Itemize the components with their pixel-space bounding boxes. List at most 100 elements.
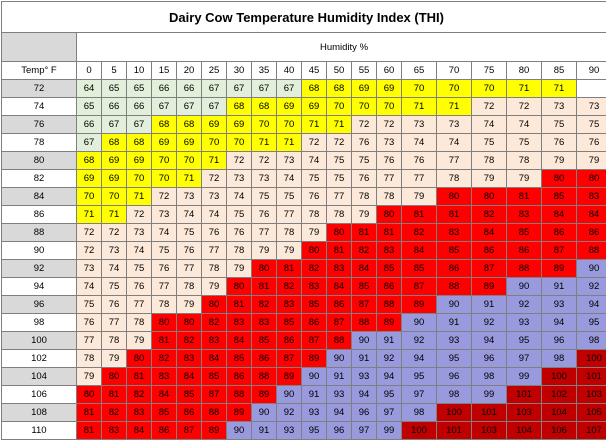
temperature-cell: 82 (2, 170, 77, 188)
thi-value-cell: 69 (152, 134, 177, 152)
temperature-cell: 90 (2, 242, 77, 260)
thi-value-cell: 91 (252, 422, 277, 440)
thi-value-cell: 85 (437, 242, 472, 260)
thi-value-cell: 82 (252, 296, 277, 314)
thi-value-cell: 65 (77, 98, 102, 116)
thi-value-cell: 85 (152, 404, 177, 422)
thi-value-cell: 89 (202, 422, 227, 440)
thi-value-cell: 93 (542, 296, 577, 314)
temp-column-header: Temp° F (2, 62, 77, 80)
thi-value-cell: 72 (252, 152, 277, 170)
thi-value-cell: 79 (227, 260, 252, 278)
thi-value-cell: 81 (127, 368, 152, 386)
thi-value-cell: 86 (302, 314, 327, 332)
thi-value-cell: 79 (77, 368, 102, 386)
thi-value-cell: 92 (472, 314, 507, 332)
thi-value-cell: 78 (127, 314, 152, 332)
temperature-cell: 108 (2, 404, 77, 422)
thi-value-cell: 69 (302, 98, 327, 116)
temperature-cell: 106 (2, 386, 77, 404)
thi-value-cell: 76 (177, 242, 202, 260)
temperature-cell: 102 (2, 350, 77, 368)
thi-value-cell: 73 (402, 116, 437, 134)
humidity-header-cell: 90 (577, 62, 606, 80)
temperature-cell: 78 (2, 134, 77, 152)
thi-value-cell: 86 (377, 278, 402, 296)
thi-value-cell: 85 (202, 368, 227, 386)
thi-value-cell: 100 (437, 404, 472, 422)
thi-value-cell: 74 (277, 170, 302, 188)
thi-value-cell: 70 (77, 188, 102, 206)
thi-value-cell: 78 (102, 332, 127, 350)
thi-value-cell: 90 (277, 386, 302, 404)
thi-value-cell: 87 (402, 278, 437, 296)
thi-value-cell: 87 (472, 260, 507, 278)
thi-value-cell: 80 (437, 188, 472, 206)
thi-value-cell: 102 (542, 386, 577, 404)
thi-value-cell: 66 (77, 116, 102, 134)
thi-value-cell: 76 (102, 296, 127, 314)
thi-value-cell (577, 80, 606, 98)
thi-value-cell: 98 (577, 332, 606, 350)
thi-value-cell: 91 (377, 332, 402, 350)
thi-value-cell: 69 (227, 116, 252, 134)
thi-value-cell: 70 (277, 116, 302, 134)
thi-value-cell: 70 (402, 80, 437, 98)
thi-value-cell: 82 (277, 278, 302, 296)
thi-value-cell: 71 (542, 80, 577, 98)
thi-value-cell: 77 (277, 206, 302, 224)
humidity-header-cell: 40 (277, 62, 302, 80)
thi-value-cell: 70 (152, 152, 177, 170)
thi-value-cell: 89 (542, 260, 577, 278)
temperature-cell: 98 (2, 314, 77, 332)
thi-value-cell: 78 (202, 260, 227, 278)
thi-value-cell: 84 (202, 350, 227, 368)
thi-value-cell: 85 (507, 224, 542, 242)
thi-value-cell: 80 (227, 278, 252, 296)
thi-value-cell: 86 (227, 368, 252, 386)
thi-value-cell: 66 (102, 98, 127, 116)
humidity-header-cell: 60 (377, 62, 402, 80)
thi-value-cell: 73 (202, 188, 227, 206)
thi-value-cell: 79 (577, 152, 606, 170)
thi-value-cell: 94 (577, 296, 606, 314)
thi-value-cell: 95 (402, 368, 437, 386)
thi-value-cell: 71 (102, 206, 127, 224)
thi-value-cell: 71 (252, 134, 277, 152)
thi-value-cell: 80 (542, 170, 577, 188)
thi-value-cell: 78 (77, 350, 102, 368)
thi-value-cell: 85 (402, 260, 437, 278)
thi-value-cell: 80 (472, 188, 507, 206)
thi-value-cell: 77 (177, 260, 202, 278)
thi-value-cell: 79 (507, 170, 542, 188)
thi-value-cell: 84 (177, 368, 202, 386)
thi-value-cell: 71 (202, 152, 227, 170)
thi-value-cell: 85 (277, 314, 302, 332)
humidity-header-cell: 75 (472, 62, 507, 80)
thi-value-cell: 65 (102, 80, 127, 98)
thi-value-cell: 90 (302, 368, 327, 386)
thi-value-cell: 72 (77, 224, 102, 242)
thi-value-cell: 87 (327, 314, 352, 332)
thi-value-cell: 88 (377, 296, 402, 314)
thi-value-cell: 82 (127, 386, 152, 404)
thi-value-cell: 87 (202, 386, 227, 404)
thi-value-cell: 78 (227, 242, 252, 260)
thi-value-cell: 101 (577, 368, 606, 386)
thi-value-cell: 95 (302, 422, 327, 440)
thi-value-cell: 100 (542, 368, 577, 386)
thi-value-cell: 89 (402, 296, 437, 314)
thi-value-cell: 70 (227, 134, 252, 152)
thi-value-cell: 93 (277, 422, 302, 440)
thi-value-cell: 83 (152, 368, 177, 386)
thi-value-cell: 89 (277, 368, 302, 386)
thi-value-cell: 73 (252, 170, 277, 188)
thi-value-cell: 82 (102, 404, 127, 422)
